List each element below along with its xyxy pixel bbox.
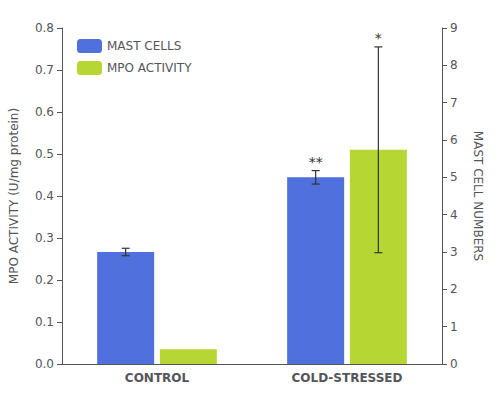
svg-text:0.0: 0.0 bbox=[35, 357, 54, 371]
svg-text:9: 9 bbox=[450, 21, 458, 35]
svg-text:7: 7 bbox=[450, 96, 458, 110]
svg-text:0.6: 0.6 bbox=[35, 105, 54, 119]
svg-text:0.8: 0.8 bbox=[35, 21, 54, 35]
svg-text:CONTROL: CONTROL bbox=[125, 371, 190, 385]
svg-text:3: 3 bbox=[450, 245, 458, 259]
svg-text:0.1: 0.1 bbox=[35, 315, 54, 329]
svg-text:0.7: 0.7 bbox=[35, 63, 54, 77]
svg-text:0.5: 0.5 bbox=[35, 147, 54, 161]
svg-text:COLD-STRESSED: COLD-STRESSED bbox=[292, 371, 403, 385]
svg-text:2: 2 bbox=[450, 282, 458, 296]
svg-text:0.3: 0.3 bbox=[35, 231, 54, 245]
svg-text:0.4: 0.4 bbox=[35, 189, 54, 203]
svg-text:MAST CELLS: MAST CELLS bbox=[107, 39, 181, 53]
svg-text:MPO ACTIVITY: MPO ACTIVITY bbox=[107, 61, 192, 75]
svg-text:0.2: 0.2 bbox=[35, 273, 54, 287]
svg-text:4: 4 bbox=[450, 208, 458, 222]
svg-text:5: 5 bbox=[450, 170, 458, 184]
svg-text:1: 1 bbox=[450, 320, 458, 334]
svg-text:0: 0 bbox=[450, 357, 458, 371]
svg-text:MPO ACTIVITY (U/mg protein): MPO ACTIVITY (U/mg protein) bbox=[7, 108, 21, 284]
svg-text:*: * bbox=[375, 30, 382, 46]
svg-text:MAST CELL NUMBERS: MAST CELL NUMBERS bbox=[471, 131, 485, 261]
svg-text:8: 8 bbox=[450, 58, 458, 72]
svg-text:**: ** bbox=[309, 154, 323, 170]
svg-text:6: 6 bbox=[450, 133, 458, 147]
